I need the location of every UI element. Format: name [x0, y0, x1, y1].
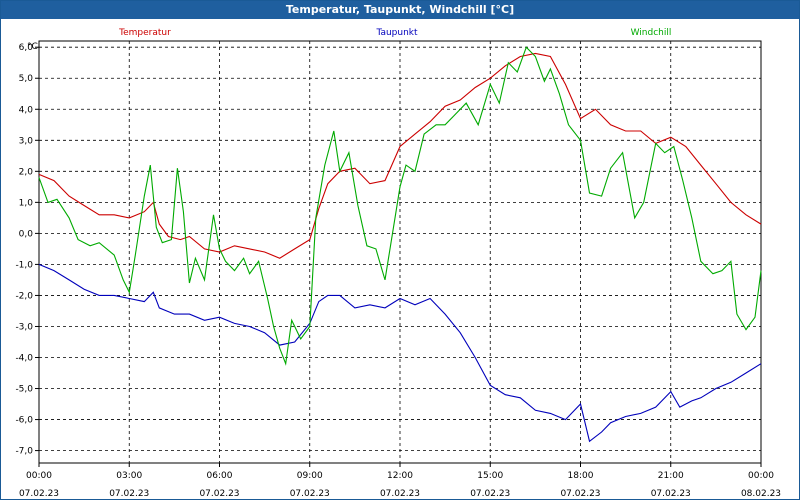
- series-line-temperatur: [38, 52, 762, 259]
- y-tick-label: -7,0: [15, 447, 33, 457]
- x-tick-time-label: 18:00: [568, 471, 594, 481]
- x-tick-time-label: 15:00: [477, 471, 503, 481]
- axis-labels: °C 6,0 5,0 4,0 3,0 2,0 1,0 0,0 -1,0 -2,0 -3,0 -4,0…: [15, 42, 781, 499]
- legend: Temperatur Taupunkt Windchill: [118, 28, 671, 38]
- x-tick-date-label: 07.02.23: [470, 489, 510, 499]
- chart-title: Temperatur, Taupunkt, Windchill [°C]: [285, 3, 515, 16]
- x-tick-date-label: 07.02.23: [199, 489, 239, 499]
- x-tick-date-label: 07.02.23: [380, 489, 420, 499]
- series-line-taupunkt: [38, 263, 762, 443]
- x-tick-time-label: 03:00: [116, 471, 142, 481]
- y-tick-label: -1,0: [15, 260, 33, 270]
- y-tick-label: 4,0: [19, 105, 34, 115]
- x-tick-time-label: 00:00: [26, 471, 52, 481]
- y-tick-label: 1,0: [19, 198, 34, 208]
- x-tick-time-label: 21:00: [658, 471, 684, 481]
- x-tick-date-label: 08.02.23: [741, 489, 781, 499]
- x-tick-date-label: 07.02.23: [560, 489, 600, 499]
- y-tick-label: 5,0: [19, 74, 34, 84]
- x-tick-date-label: 07.02.23: [651, 489, 691, 499]
- y-tick-label: 6,0: [19, 43, 34, 53]
- x-tick-date-label: 07.02.23: [19, 489, 59, 499]
- chart-area: °C 6,0 5,0 4,0 3,0 2,0 1,0 0,0 -1,0 -2,0 -3,0 -4,0…: [15, 28, 781, 499]
- series-line-windchill: [38, 46, 762, 366]
- y-tick-label: -4,0: [15, 354, 33, 364]
- y-axis-label: °C: [27, 42, 38, 52]
- series-lines: [38, 46, 762, 443]
- x-tick-time-label: 00:00: [748, 471, 774, 481]
- y-tick-label: 0,0: [19, 229, 34, 239]
- y-tick-label: -6,0: [15, 416, 33, 426]
- grid-lines: [35, 41, 762, 467]
- y-tick-label: 3,0: [19, 136, 34, 146]
- y-tick-label: -3,0: [15, 322, 33, 332]
- y-tick-label: 2,0: [19, 167, 34, 177]
- x-tick-time-label: 06:00: [207, 471, 233, 481]
- y-tick-label: -2,0: [15, 291, 33, 301]
- legend-windchill: Windchill: [631, 28, 672, 38]
- legend-taupunkt: Taupunkt: [375, 28, 418, 38]
- x-tick-date-label: 07.02.23: [290, 489, 330, 499]
- x-tick-time-label: 12:00: [387, 471, 413, 481]
- x-tick-time-label: 09:00: [297, 471, 323, 481]
- y-tick-label: -5,0: [15, 385, 33, 395]
- legend-temperatur: Temperatur: [118, 28, 171, 38]
- x-tick-date-label: 07.02.23: [109, 489, 149, 499]
- chart-title-bar: Temperatur, Taupunkt, Windchill [°C]: [1, 1, 799, 19]
